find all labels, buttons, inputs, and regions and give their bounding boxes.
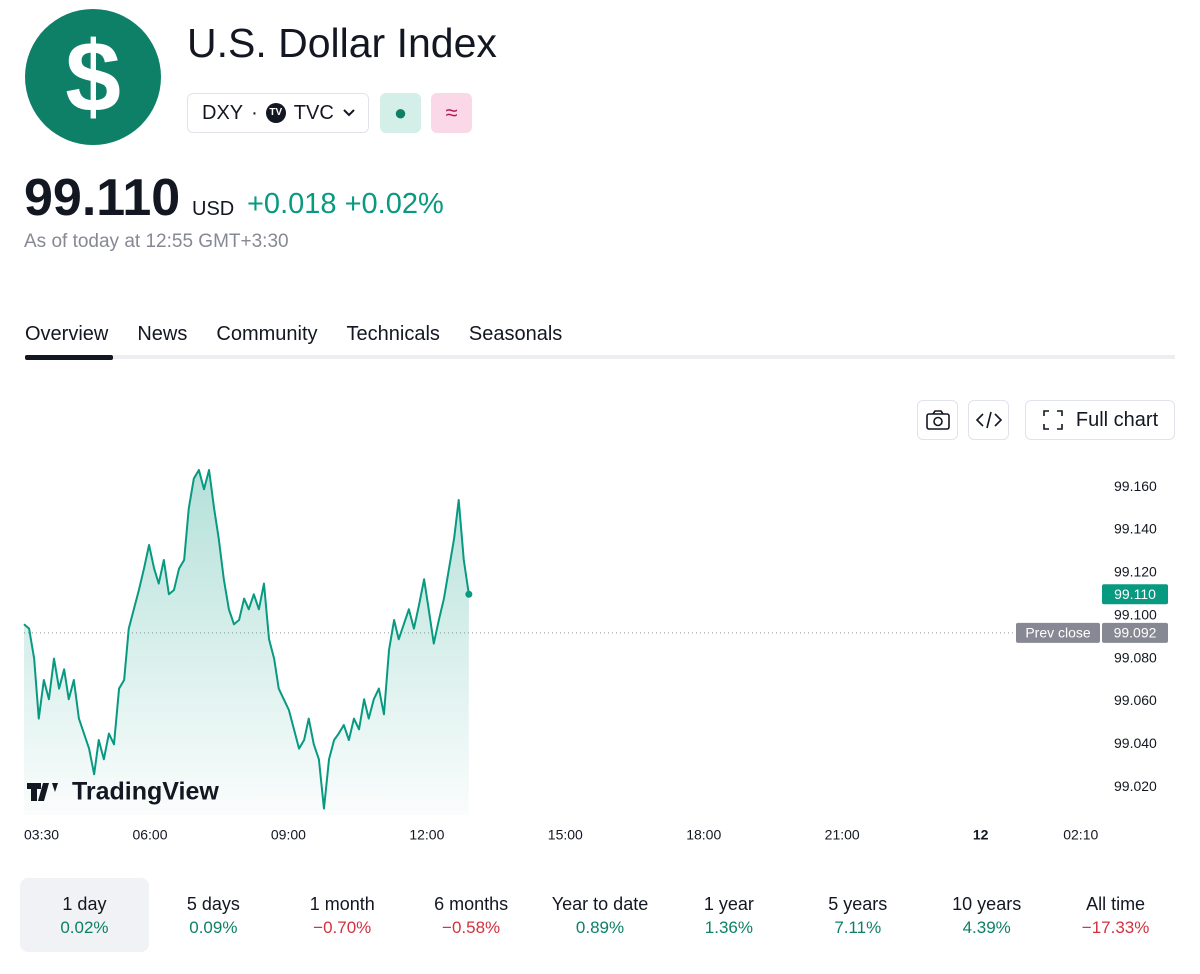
logo: $ — [25, 9, 161, 145]
period[interactable]: 5 years 7.11% — [793, 878, 922, 952]
period-change: 0.89% — [575, 918, 625, 937]
period[interactable]: 1 year 1.36% — [664, 878, 793, 952]
exchange-icon: TV — [265, 103, 286, 123]
prev-close-value: 99.092 — [1114, 625, 1157, 641]
status-button[interactable]: ● — [380, 93, 421, 133]
period-change: 1.36% — [704, 918, 753, 937]
currency: USD — [192, 198, 235, 220]
period[interactable]: All time −17.33% — [1051, 878, 1180, 952]
period[interactable]: 1 month −0.70% — [278, 878, 407, 952]
period-change: 4.39% — [962, 918, 1011, 937]
price: 99.110 — [24, 169, 181, 227]
tab[interactable]: Seasonals — [468, 323, 563, 345]
camera-icon — [925, 410, 950, 430]
y-tick-label: 99.020 — [1114, 778, 1157, 794]
period-name: 1 year — [703, 894, 754, 914]
period-change: −17.33% — [1081, 918, 1150, 937]
watermark-logo — [27, 783, 58, 801]
period-name: 5 days — [186, 894, 240, 914]
x-tick-label: 21:00 — [825, 827, 860, 843]
chart: 99.020 99.040 99.060 99.080 99.100 99.120 99.1… — [23, 469, 1168, 843]
change-pct: +0.02% — [344, 188, 444, 220]
delayed-button[interactable]: ≈ — [431, 93, 472, 133]
area — [24, 470, 469, 815]
prev-close-text: Prev close — [1025, 625, 1091, 641]
y-tick-label: 99.160 — [1114, 478, 1157, 494]
period[interactable]: Year to date 0.89% — [536, 878, 665, 952]
tab-indicator — [25, 355, 113, 360]
embed-button[interactable] — [968, 400, 1009, 440]
title: U.S. Dollar Index — [187, 20, 497, 66]
snapshot-button[interactable] — [917, 400, 958, 440]
full-chart-label: Full chart — [1075, 408, 1159, 431]
chevron — [343, 109, 355, 117]
tab-track — [25, 355, 1175, 359]
period-change: 0.02% — [60, 918, 109, 937]
symbol-selector[interactable]: DXY · TV TVC — [187, 93, 369, 133]
tab[interactable]: Overview — [25, 323, 109, 345]
tab[interactable]: News — [137, 323, 188, 345]
y-tick-label: 99.060 — [1114, 692, 1157, 708]
symbol: DXY — [202, 101, 244, 124]
watermark: TradingView — [72, 778, 219, 806]
period-change: −0.58% — [442, 918, 501, 937]
tab[interactable]: Technicals — [346, 323, 440, 345]
y-tick-label: 99.080 — [1114, 649, 1157, 665]
last-point — [465, 590, 473, 598]
period-name: 1 day — [62, 894, 107, 914]
last-price-tag — [1102, 584, 1168, 605]
prev-close-tag — [1016, 622, 1100, 643]
fullscreen-icon — [1043, 410, 1063, 430]
period-name: All time — [1086, 894, 1146, 914]
y-tick-label: 99.100 — [1114, 606, 1157, 622]
period[interactable]: 10 years 4.39% — [922, 878, 1051, 952]
x-tick-label: 12:00 — [409, 827, 444, 843]
separator: · — [251, 101, 258, 124]
line — [23, 469, 470, 810]
x-tick-label: 15:00 — [548, 827, 583, 843]
x-tick-label: 09:00 — [271, 827, 306, 843]
last-price-label: 99.110 — [1114, 586, 1156, 602]
period[interactable]: 5 days 0.09% — [149, 878, 278, 952]
period-name: 6 months — [434, 894, 509, 914]
period-name: 1 month — [309, 894, 375, 914]
change-abs: +0.018 — [247, 188, 337, 220]
period[interactable]: 1 day 0.02% — [20, 878, 149, 952]
prev-close-value-tag — [1102, 622, 1168, 643]
as-of: As of today at 12:55 GMT+3:30 — [24, 231, 289, 252]
period-change: 7.11% — [834, 918, 882, 937]
x-tick-label: 02:10 — [1063, 827, 1098, 843]
x-tick-label: 06:00 — [132, 827, 167, 843]
period-name: 5 years — [828, 894, 888, 914]
period-name: Year to date — [551, 894, 649, 914]
y-tick-label: 99.040 — [1114, 735, 1157, 751]
x-tick-label: 03:30 — [24, 827, 59, 843]
period[interactable]: 6 months −0.58% — [407, 878, 536, 952]
period-change: 0.09% — [189, 918, 238, 937]
tabs: Overview News Community Technicals Seasonals — [25, 323, 562, 346]
period-name: 10 years — [952, 894, 1022, 914]
code-icon — [975, 411, 1002, 429]
tab[interactable]: Community — [216, 323, 318, 345]
periods: 1 day 0.02% 5 days 0.09% 1 month −0.70% 6 mont… — [20, 878, 1180, 952]
full-chart-button[interactable]: Full chart — [1025, 400, 1175, 440]
x-tick-label: 12 — [973, 827, 989, 843]
y-tick-label: 99.140 — [1114, 521, 1157, 537]
y-tick-label: 99.120 — [1114, 564, 1157, 580]
exchange: TVC — [293, 101, 334, 124]
change: +0.018 +0.02% — [247, 188, 444, 221]
x-tick-label: 18:00 — [686, 827, 721, 843]
period-change: −0.70% — [313, 918, 372, 937]
